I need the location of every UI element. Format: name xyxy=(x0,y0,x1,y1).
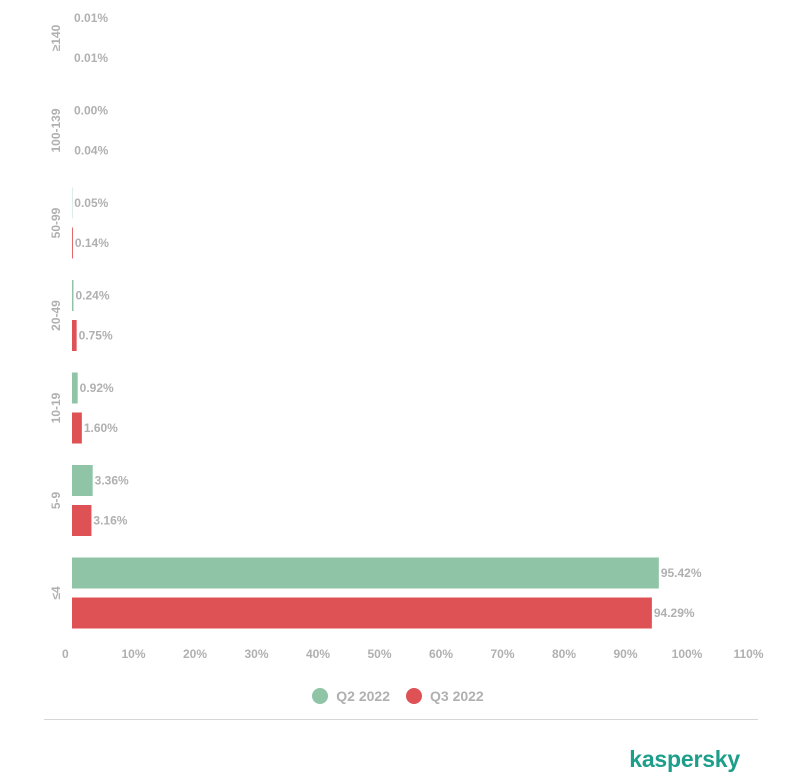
data-label: 0.00% xyxy=(74,104,108,118)
footer-divider xyxy=(44,719,758,720)
data-label: 0.05% xyxy=(74,196,108,210)
x-tick-label: 110% xyxy=(733,647,763,661)
data-label: 0.04% xyxy=(74,144,108,158)
data-label: 0.14% xyxy=(75,236,109,250)
x-tick-label: 20% xyxy=(183,647,207,661)
data-label: 3.16% xyxy=(93,514,127,528)
bar[interactable] xyxy=(72,227,73,259)
data-label: 94.29% xyxy=(654,606,695,620)
legend-item-q2-2022[interactable]: Q2 2022 xyxy=(312,688,390,704)
kaspersky-logo: kaspersky xyxy=(629,746,740,772)
category-labels: ≥140 100-139 50-99 20-49 10-19 5-9 ≤4 xyxy=(49,24,63,599)
x-tick-label: 70% xyxy=(490,647,514,661)
data-label: 95.42% xyxy=(661,566,702,580)
data-label: 0.75% xyxy=(79,329,113,343)
bar[interactable] xyxy=(72,505,92,536)
data-label: 3.36% xyxy=(95,474,129,488)
category-label: 10-19 xyxy=(49,392,63,423)
data-label: 1.60% xyxy=(84,421,118,435)
x-tick-label: 0 xyxy=(62,647,69,661)
bar[interactable] xyxy=(72,557,659,589)
category-label: 50-99 xyxy=(49,207,63,238)
data-labels: 0.01% 0.01% 0.00% 0.04% 0.05% 0.14% 0.24% 0.75%… xyxy=(74,11,702,620)
bar[interactable] xyxy=(72,320,77,351)
category-label: ≤4 xyxy=(49,586,63,600)
x-tick-label: 30% xyxy=(244,647,268,661)
category-label: 100-139 xyxy=(49,108,63,152)
x-tick-label: 100% xyxy=(672,647,703,661)
legend-label-q2-2022: Q2 2022 xyxy=(336,688,390,704)
x-tick-label: 60% xyxy=(429,647,453,661)
bar[interactable] xyxy=(72,372,78,404)
legend-swatch-q2-2022 xyxy=(312,688,329,704)
category-label: ≥140 xyxy=(49,24,63,51)
x-tick-label: 50% xyxy=(367,647,391,661)
legend-swatch-q3-2022 xyxy=(406,688,422,704)
bar[interactable] xyxy=(72,465,93,496)
x-axis-ticks: 0 10% 20% 30% 40% 50% 60% 70% 80% 90% 100% 110% xyxy=(62,647,764,661)
data-label: 0.24% xyxy=(75,289,109,303)
legend-item-q3-2022[interactable]: Q3 2022 xyxy=(406,688,484,704)
category-label: 5-9 xyxy=(49,492,63,510)
x-tick-label: 90% xyxy=(613,647,637,661)
bar[interactable] xyxy=(72,597,652,629)
data-label: 0.01% xyxy=(74,11,108,25)
legend: Q2 2022 Q3 2022 xyxy=(0,684,796,708)
data-label: 0.01% xyxy=(74,51,108,65)
category-label: 20-49 xyxy=(49,300,63,331)
x-tick-label: 40% xyxy=(306,647,330,661)
legend-label-q3-2022: Q3 2022 xyxy=(430,688,484,704)
x-tick-label: 10% xyxy=(121,647,145,661)
bar[interactable] xyxy=(72,412,82,444)
bars xyxy=(72,187,659,629)
data-label: 0.92% xyxy=(80,381,114,395)
x-tick-label: 80% xyxy=(552,647,576,661)
bar[interactable] xyxy=(72,280,74,311)
